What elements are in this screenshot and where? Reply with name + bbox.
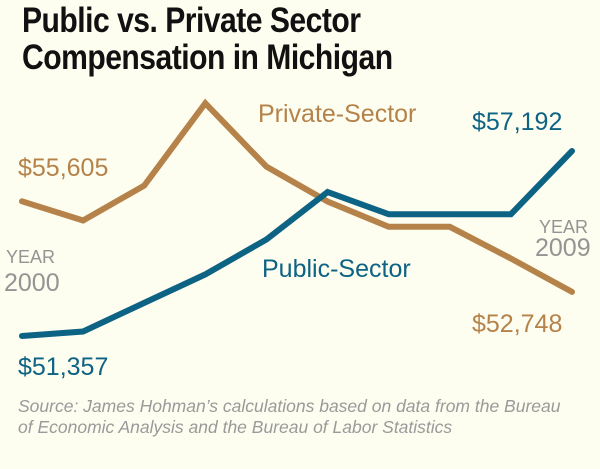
x-tick-label-start: 2000 <box>4 269 60 297</box>
data-label-public-start: $51,357 <box>18 353 108 381</box>
series-line-public-sector <box>19 148 575 339</box>
year-word-start: YEAR <box>6 247 55 267</box>
data-label-private-end: $52,748 <box>472 310 562 338</box>
source-note: Source: James Hohman’s calculations base… <box>18 396 561 437</box>
data-label-private-start: $55,605 <box>18 154 108 182</box>
x-tick-label-end: 2009 <box>535 234 591 262</box>
chart-title: Public vs. Private Sector Compensation i… <box>22 2 393 76</box>
chart-title-line-2: Compensation in Michigan <box>22 38 393 77</box>
data-label-public-end: $57,192 <box>472 108 562 136</box>
chart-title-line-1: Public vs. Private Sector <box>22 1 361 40</box>
chart-lines <box>19 98 575 339</box>
series-line-private-sector <box>19 98 575 295</box>
series-label-private: Private-Sector <box>258 100 416 128</box>
year-word-end: YEAR <box>539 217 588 237</box>
series-label-public: Public-Sector <box>262 255 411 283</box>
